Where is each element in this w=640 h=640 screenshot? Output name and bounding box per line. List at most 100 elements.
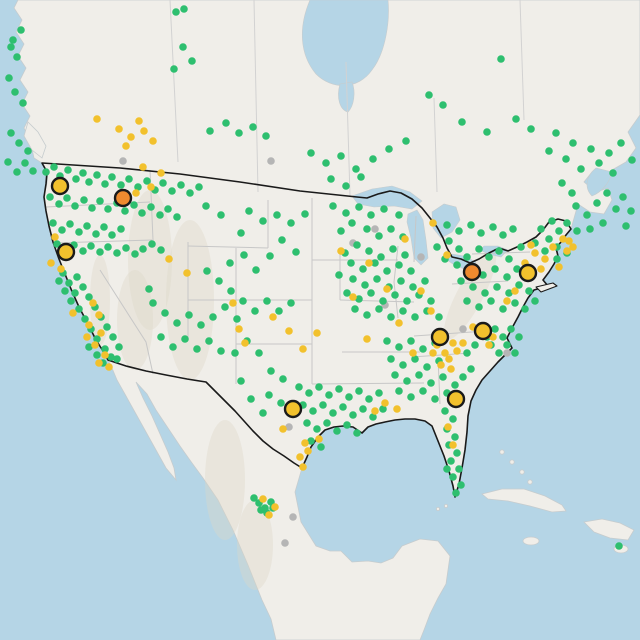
station-marker-good[interactable] (512, 115, 520, 123)
station-marker-good[interactable] (13, 168, 21, 176)
station-marker-moderate[interactable] (299, 463, 307, 471)
station-marker-good[interactable] (485, 253, 493, 261)
station-marker-good[interactable] (130, 201, 138, 209)
station-marker-good[interactable] (117, 181, 125, 189)
station-marker-moderate[interactable] (115, 125, 123, 133)
station-marker-good[interactable] (265, 391, 273, 399)
station-marker-good[interactable] (122, 244, 130, 252)
station-marker-moderate[interactable] (569, 243, 577, 251)
station-marker-moderate[interactable] (363, 335, 371, 343)
station-marker-good[interactable] (471, 341, 479, 349)
station-marker-good[interactable] (612, 205, 620, 213)
station-marker-moderate[interactable] (511, 287, 519, 295)
station-marker-good[interactable] (21, 159, 29, 167)
station-marker-moderate[interactable] (427, 307, 435, 315)
station-marker-good[interactable] (463, 297, 471, 305)
station-marker-good[interactable] (373, 275, 381, 283)
station-marker-moderate[interactable] (393, 405, 401, 413)
station-marker-moderate[interactable] (447, 365, 455, 373)
station-marker-good[interactable] (385, 145, 393, 153)
station-marker-good[interactable] (511, 299, 519, 307)
station-marker-moderate[interactable] (304, 447, 312, 455)
station-marker-good[interactable] (375, 232, 383, 240)
station-marker-good[interactable] (252, 266, 260, 274)
station-marker-good[interactable] (397, 277, 405, 285)
station-marker-moderate[interactable] (241, 339, 249, 347)
station-marker-good[interactable] (353, 429, 361, 437)
station-marker-good[interactable] (352, 165, 360, 173)
station-marker-good[interactable] (259, 217, 267, 225)
station-marker-good[interactable] (226, 259, 234, 267)
station-marker-good[interactable] (131, 250, 139, 258)
station-marker-good[interactable] (545, 147, 553, 155)
station-marker-good[interactable] (197, 321, 205, 329)
station-marker-good[interactable] (548, 217, 556, 225)
station-marker-good[interactable] (87, 242, 95, 250)
station-marker-good[interactable] (628, 156, 636, 164)
station-marker-good[interactable] (365, 395, 373, 403)
station-marker-highlight[interactable] (56, 242, 76, 262)
station-marker-good[interactable] (443, 221, 451, 229)
station-marker-moderate[interactable] (83, 333, 91, 341)
station-marker-good[interactable] (353, 241, 361, 249)
station-marker-good[interactable] (85, 293, 93, 301)
station-marker-highlight[interactable] (518, 263, 538, 283)
station-marker-good[interactable] (101, 180, 109, 188)
station-marker-moderate[interactable] (97, 329, 105, 337)
station-marker-good[interactable] (367, 211, 375, 219)
station-marker-good[interactable] (515, 333, 523, 341)
station-marker-good[interactable] (65, 279, 73, 287)
station-marker-good[interactable] (503, 273, 511, 281)
station-marker-good[interactable] (227, 287, 235, 295)
station-marker-good[interactable] (113, 249, 121, 257)
station-marker-good[interactable] (313, 425, 321, 433)
station-marker-moderate[interactable] (449, 339, 457, 347)
station-marker-moderate[interactable] (57, 265, 65, 273)
station-marker-good[interactable] (177, 181, 185, 189)
station-marker-good[interactable] (273, 211, 281, 219)
station-marker-moderate[interactable] (445, 355, 453, 363)
station-marker-good[interactable] (387, 313, 395, 321)
station-marker-good[interactable] (319, 401, 327, 409)
station-marker-moderate[interactable] (459, 339, 467, 347)
station-marker-good[interactable] (61, 287, 69, 295)
station-marker-good[interactable] (513, 265, 521, 273)
station-marker-good[interactable] (355, 203, 363, 211)
station-marker-good[interactable] (443, 465, 451, 473)
station-marker-nodata[interactable] (285, 423, 293, 431)
station-marker-good[interactable] (63, 194, 71, 202)
station-marker-moderate[interactable] (235, 325, 243, 333)
station-marker-good[interactable] (449, 415, 457, 423)
station-marker-good[interactable] (109, 333, 117, 341)
station-marker-moderate[interactable] (555, 263, 563, 271)
station-marker-good[interactable] (15, 139, 23, 147)
station-marker-moderate[interactable] (259, 495, 267, 503)
station-marker-good[interactable] (307, 149, 315, 157)
station-marker-good[interactable] (149, 299, 157, 307)
station-marker-good[interactable] (83, 222, 91, 230)
station-marker-good[interactable] (157, 246, 165, 254)
station-marker-moderate[interactable] (157, 169, 165, 177)
station-marker-good[interactable] (309, 407, 317, 415)
station-marker-good[interactable] (445, 237, 453, 245)
station-marker-good[interactable] (164, 205, 172, 213)
station-marker-good[interactable] (342, 182, 350, 190)
station-marker-moderate[interactable] (279, 425, 287, 433)
station-marker-good[interactable] (75, 305, 83, 313)
station-marker-highlight[interactable] (113, 188, 133, 208)
station-marker-moderate[interactable] (301, 439, 309, 447)
station-marker-good[interactable] (481, 289, 489, 297)
station-marker-good[interactable] (603, 189, 611, 197)
station-marker-good[interactable] (459, 373, 467, 381)
station-marker-moderate[interactable] (337, 247, 345, 255)
station-marker-good[interactable] (202, 202, 210, 210)
station-marker-good[interactable] (375, 305, 383, 313)
station-marker-good[interactable] (138, 209, 146, 217)
station-marker-good[interactable] (93, 335, 101, 343)
station-marker-good[interactable] (558, 179, 566, 187)
station-marker-good[interactable] (505, 255, 513, 263)
station-marker-good[interactable] (79, 169, 87, 177)
station-marker-good[interactable] (371, 259, 379, 267)
station-marker-good[interactable] (467, 221, 475, 229)
station-marker-good[interactable] (237, 229, 245, 237)
